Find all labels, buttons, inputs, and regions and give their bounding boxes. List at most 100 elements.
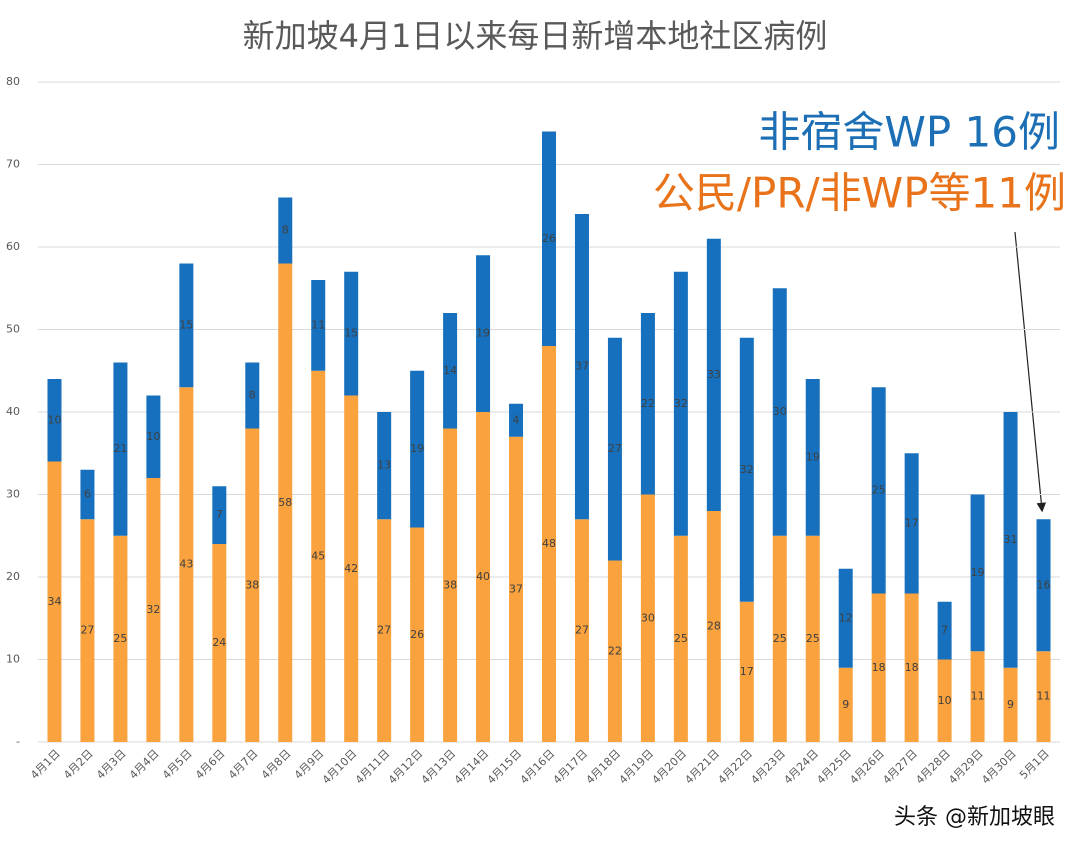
- annotation: 非宿舍WP 16例: [758, 108, 1060, 157]
- bar-segment: [607, 337, 622, 561]
- y-tick-label: 70: [6, 158, 20, 171]
- value-label: 26: [410, 628, 424, 641]
- value-label: 40: [476, 570, 490, 583]
- value-label: 32: [674, 397, 688, 410]
- bar-segment: [772, 288, 787, 536]
- bar-segment: [805, 379, 820, 536]
- bar-segment: [212, 544, 227, 742]
- bar-segment: [377, 519, 392, 742]
- value-label: 10: [47, 413, 61, 426]
- bar-segment: [410, 370, 425, 528]
- value-label: 25: [872, 483, 886, 496]
- x-tick-label: 4月13日: [419, 747, 459, 787]
- value-label: 48: [542, 537, 556, 550]
- x-tick-label: 4月28日: [913, 747, 953, 787]
- bar-segment: [970, 651, 985, 742]
- x-tick-label: 4月6日: [193, 747, 228, 782]
- bar-segment: [739, 337, 754, 602]
- value-label: 25: [674, 632, 688, 645]
- x-tick-label: 4月30日: [979, 747, 1019, 787]
- y-tick-label: 30: [6, 488, 20, 501]
- value-label: 27: [608, 442, 622, 455]
- value-label: 6: [84, 488, 91, 501]
- bar-segment: [47, 379, 62, 462]
- x-tick-label: 4月21日: [682, 747, 722, 787]
- bar-segment: [640, 313, 655, 495]
- bar-segment: [509, 403, 524, 437]
- bar-segment: [410, 527, 425, 742]
- x-tick-label: 4月25日: [814, 747, 854, 787]
- value-label: 32: [740, 463, 754, 476]
- bar-segment: [706, 238, 721, 511]
- x-tick-label: 4月11日: [353, 747, 393, 787]
- x-tick-label: 4月17日: [551, 747, 591, 787]
- value-label: 13: [377, 459, 391, 472]
- value-label: 17: [905, 516, 919, 529]
- x-tick-label: 4月22日: [715, 747, 755, 787]
- value-label: 9: [842, 698, 849, 711]
- x-tick-label: 4月5日: [160, 747, 195, 782]
- value-label: 27: [575, 624, 589, 637]
- value-label: 25: [806, 632, 820, 645]
- value-label: 15: [179, 318, 193, 331]
- bar-segment: [937, 659, 952, 742]
- bar-segment: [311, 370, 326, 742]
- bar-segment: [871, 387, 886, 594]
- value-label: 9: [1007, 698, 1014, 711]
- value-label: 32: [146, 603, 160, 616]
- x-tick-label: 4月8日: [259, 747, 294, 782]
- bar-segment: [245, 362, 260, 429]
- bar-segment: [212, 486, 227, 544]
- value-label: 38: [443, 578, 457, 591]
- bar-segment: [179, 387, 194, 742]
- bar-segment: [706, 511, 721, 742]
- x-tick-label: 4月3日: [94, 747, 129, 782]
- value-label: 7: [216, 508, 223, 521]
- bar-segment: [509, 436, 524, 742]
- value-label: 11: [311, 318, 325, 331]
- value-label: 24: [212, 636, 226, 649]
- value-label: 19: [971, 566, 985, 579]
- value-label: 38: [245, 578, 259, 591]
- bar-segment: [113, 362, 128, 536]
- value-label: 19: [476, 327, 490, 340]
- value-label: 18: [905, 661, 919, 674]
- bar-segment: [904, 593, 919, 742]
- bar-segment: [443, 428, 458, 742]
- bar-segment: [476, 412, 491, 742]
- x-tick-label: 4月18日: [584, 747, 624, 787]
- value-label: 10: [938, 694, 952, 707]
- bar-segment: [113, 535, 128, 742]
- value-label: 18: [872, 661, 886, 674]
- bar-segment: [871, 593, 886, 742]
- value-label: 8: [249, 389, 256, 402]
- x-tick-label: 4月16日: [518, 747, 558, 787]
- value-label: 25: [113, 632, 127, 645]
- value-label: 8: [282, 224, 289, 237]
- bar-segment: [937, 601, 952, 660]
- y-tick-label: 80: [6, 75, 20, 88]
- bar-segment: [311, 280, 326, 371]
- bar-segment: [344, 271, 359, 396]
- x-tick-label: 4月23日: [748, 747, 788, 787]
- bar-segment: [574, 519, 589, 742]
- x-tick-label: 4月4日: [127, 747, 162, 782]
- value-label: 37: [575, 360, 589, 373]
- value-label: 11: [971, 690, 985, 703]
- bar-segment: [179, 263, 194, 388]
- bar-segment: [278, 197, 293, 264]
- value-label: 15: [344, 327, 358, 340]
- value-label: 19: [806, 450, 820, 463]
- value-label: 45: [311, 549, 325, 562]
- x-tick-label: 5月1日: [1017, 747, 1052, 782]
- value-label: 30: [641, 611, 655, 624]
- x-tick-label: 4月10日: [320, 747, 360, 787]
- value-label: 21: [113, 442, 127, 455]
- bar-segment: [1036, 519, 1051, 652]
- bar-segment: [476, 255, 491, 412]
- x-tick-label: 4月19日: [617, 747, 657, 787]
- value-label: 16: [1037, 578, 1051, 591]
- x-tick-label: 4月27日: [880, 747, 920, 787]
- value-label: 7: [941, 624, 948, 637]
- bar-segment: [1003, 412, 1018, 668]
